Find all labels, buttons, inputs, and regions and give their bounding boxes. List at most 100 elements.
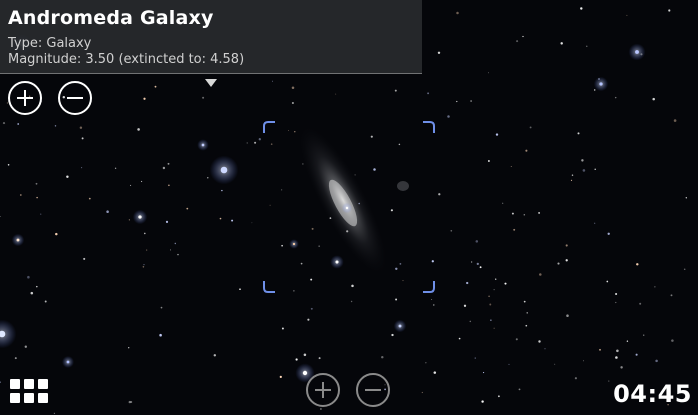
star (44, 300, 47, 303)
star (421, 391, 423, 394)
star (88, 197, 91, 200)
star (479, 266, 482, 269)
star (635, 353, 638, 356)
star (258, 138, 261, 141)
star (502, 202, 504, 204)
star (493, 289, 495, 291)
star (398, 143, 401, 146)
star (525, 149, 528, 152)
star (456, 11, 459, 15)
star (81, 167, 83, 169)
star (594, 222, 596, 224)
zoom-out-button[interactable] (58, 81, 92, 115)
object-magnitude: Magnitude: 3.50 (extincted to: 4.58) (8, 52, 245, 67)
star (652, 97, 655, 101)
star (201, 143, 205, 147)
star (608, 380, 610, 382)
minus-circle-icon (365, 389, 381, 391)
star (673, 119, 677, 122)
star (390, 209, 393, 212)
star (307, 318, 310, 321)
star (27, 275, 30, 279)
star (661, 395, 663, 397)
star (582, 169, 586, 172)
selection-reticle (263, 121, 435, 293)
star (142, 266, 145, 268)
star (566, 314, 569, 317)
star (476, 262, 479, 266)
zoom-in-button[interactable] (8, 81, 42, 115)
star (202, 96, 205, 99)
star (143, 232, 146, 235)
star-glow (0, 319, 17, 349)
star (395, 267, 398, 271)
star (474, 357, 476, 359)
star (36, 285, 38, 288)
star (685, 197, 687, 199)
fov-zoom-out-button[interactable] (356, 373, 390, 407)
star (291, 101, 294, 105)
star (683, 268, 686, 270)
star (335, 260, 339, 264)
star (370, 135, 373, 138)
star (281, 244, 283, 247)
star (19, 194, 22, 196)
star (639, 302, 642, 305)
star (128, 400, 131, 404)
star (606, 280, 609, 283)
star (523, 214, 526, 216)
fov-zoom-in-button[interactable] (306, 373, 340, 407)
star (154, 85, 157, 88)
star (310, 307, 313, 310)
star (281, 327, 284, 330)
star (490, 319, 492, 321)
star (667, 403, 669, 406)
star (162, 166, 166, 170)
star (319, 408, 322, 410)
star (570, 179, 573, 181)
star (498, 395, 500, 398)
star (489, 303, 492, 306)
star (511, 212, 514, 215)
star (293, 290, 295, 292)
star (0, 381, 1, 383)
star (670, 294, 673, 297)
star (186, 207, 189, 210)
star (427, 92, 430, 95)
star (395, 298, 398, 301)
triangle-down-icon[interactable] (205, 79, 217, 87)
star (504, 282, 507, 285)
star (565, 244, 568, 247)
star (143, 97, 146, 100)
star (466, 281, 469, 285)
star (302, 370, 308, 376)
star (170, 249, 171, 251)
star (636, 263, 639, 266)
star (130, 401, 133, 403)
star (35, 182, 38, 185)
star (391, 333, 394, 337)
star (469, 320, 472, 323)
star (6, 102, 8, 104)
star (518, 388, 521, 391)
star (538, 211, 541, 214)
star (525, 324, 528, 327)
star (128, 219, 130, 221)
star (213, 354, 217, 357)
star (177, 253, 179, 256)
star (433, 371, 437, 374)
star (288, 130, 289, 131)
star (292, 242, 296, 246)
star (106, 210, 109, 213)
star (458, 337, 461, 340)
star (616, 349, 619, 353)
star (310, 278, 313, 281)
star (346, 230, 349, 233)
grid-menu-icon[interactable] (10, 379, 48, 405)
object-type: Type: Galaxy (8, 36, 92, 51)
star (295, 358, 298, 361)
star (300, 262, 303, 265)
star (654, 286, 656, 288)
star (294, 131, 296, 133)
star (30, 291, 34, 295)
